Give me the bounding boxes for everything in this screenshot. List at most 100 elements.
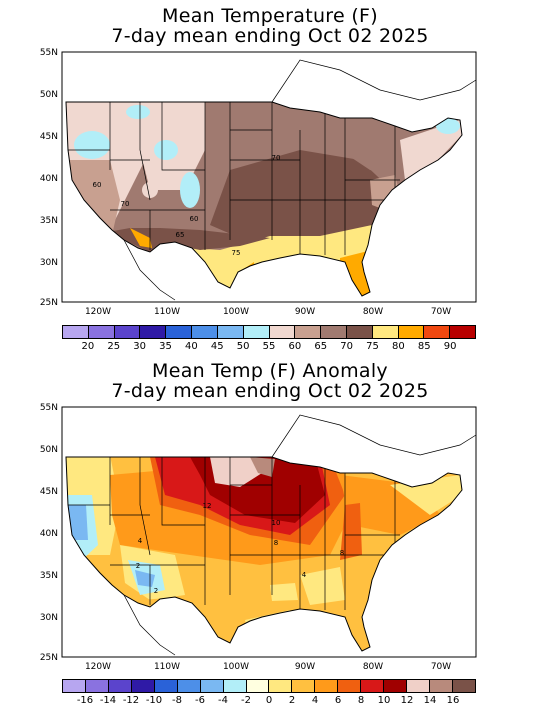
map2-colorbar-swatch [269, 680, 293, 692]
map1-colorbar-swatch [114, 326, 141, 338]
map2-contour-labels: 12 10 8 8 4 2 2 4 [136, 502, 344, 595]
map2-lat-label: 50N [40, 445, 58, 455]
map2-contour-label: 4 [302, 571, 307, 579]
map1-title-line1: Mean Temperature (F) [162, 5, 378, 27]
map2-colorbar-label: 4 [311, 695, 319, 706]
map1-lon-labels: 120W 110W 100W 90W 80W 70W [85, 307, 451, 317]
map2-colorbar [62, 679, 476, 693]
map2-colorbar-swatch [177, 680, 201, 692]
map2-contour-label: 12 [203, 502, 212, 510]
map1-lat-label: 35N [40, 216, 58, 226]
map2-contour-label: 10 [272, 519, 281, 527]
map1-colorbar-swatch [450, 326, 475, 338]
map1-colorbar-label: 30 [133, 341, 146, 352]
map1-lon-label: 70W [431, 307, 451, 317]
map2-us-outline [65, 456, 463, 652]
map1-colorbar-swatch [398, 326, 425, 338]
map2-lon-label: 90W [295, 662, 315, 672]
map2-colorbar-swatch [200, 680, 224, 692]
map2-colorbar-swatch [407, 680, 430, 692]
map1-colorbar-swatch [217, 326, 244, 338]
map1-contour-label: 70 [121, 200, 130, 208]
map1-colorbar-label: 35 [159, 341, 172, 352]
map1-colorbar [62, 325, 476, 339]
map2-colorbar-swatch [361, 680, 385, 692]
map2-colorbar-label: -8 [172, 695, 182, 706]
map2-contour-label: 2 [136, 562, 140, 570]
map2-lat-labels: 55N 50N 45N 40N 35N 30N 25N [40, 403, 58, 663]
map2-colorbar-label: 14 [423, 695, 437, 706]
map2-colorbar-label: 10 [377, 695, 391, 706]
map1-mexico-coast [123, 239, 176, 301]
map1-colorbar-swatch [346, 326, 373, 338]
map2-colorbar-swatch [315, 680, 339, 692]
map1-lon-label: 80W [363, 307, 383, 317]
map2-colorbar-swatch [108, 680, 132, 692]
map2-colorbar-label: 16 [446, 695, 460, 706]
map2-colorbar-label: 12 [400, 695, 414, 706]
map1-us-outline [65, 101, 463, 297]
map1-colorbar-swatch [372, 326, 399, 338]
map1-colorbar-label: 25 [107, 341, 121, 352]
map1-lat-label: 55N [40, 48, 58, 58]
map1-colorbar-swatch [140, 326, 167, 338]
map2-title-line1: Mean Temp (F) Anomaly [152, 360, 388, 382]
map1-canada-coast [271, 59, 477, 103]
map1-colorbar-label: 20 [81, 341, 95, 352]
map1-panel: 55N 50N 45N 40N 35N 30N 25N 120W 110W 10… [40, 48, 477, 317]
map1-lat-label: 40N [40, 174, 58, 184]
map2-colorbar-swatch [131, 680, 155, 692]
map1-lat-label: 45N [40, 132, 58, 142]
map1-colorbar-label: 85 [417, 341, 431, 352]
map2-colorbar-label: 2 [288, 695, 296, 706]
map1-state-borders [66, 102, 400, 255]
map2-lat-label: 25N [40, 653, 58, 663]
map1-colorbar-swatch [166, 326, 193, 338]
map1-lat-labels: 55N 50N 45N 40N 35N 30N 25N [40, 48, 58, 308]
map1-title-line2: 7-day mean ending Oct 02 2025 [111, 25, 429, 47]
map2-colorbar-label: -16 [76, 695, 94, 706]
map2-colorbar-swatch [292, 680, 316, 692]
map1-lat-label: 30N [40, 258, 58, 268]
map1-lon-label: 120W [85, 307, 111, 317]
map2-colorbar-swatch [154, 680, 178, 692]
map2-colorbar-label: -4 [218, 695, 228, 706]
map1-colorbar-label: 50 [236, 341, 250, 352]
map1-colorbar-label: 65 [314, 341, 328, 352]
map1-colorbar-labels: 20 25 30 35 40 45 50 55 60 65 70 75 80 85 90 [62, 341, 476, 353]
map1-colorbar-label: 60 [288, 341, 302, 352]
map2-contour-label: 8 [274, 539, 278, 547]
map2-colorbar-swatch [384, 680, 408, 692]
map1-lat-label: 50N [40, 90, 58, 100]
map2-lat-label: 35N [40, 571, 58, 581]
map2-colorbar-label: -12 [122, 695, 140, 706]
map2-contour-label: 2 [154, 587, 158, 595]
map1-contour-labels: 70 60 70 60 65 75 [93, 154, 281, 257]
map1-contour-label: 60 [190, 215, 199, 223]
map2-lon-label: 100W [223, 662, 249, 672]
map1-colorbar-label: 70 [340, 341, 353, 352]
map1-lon-label: 90W [295, 307, 315, 317]
map2-lon-label: 70W [431, 662, 451, 672]
map1-colorbar-swatch [63, 326, 89, 338]
map1-lon-label: 100W [223, 307, 249, 317]
map2-panel: 55N 50N 45N 40N 35N 30N 25N 120W 110W 10… [40, 403, 477, 672]
map2-colorbar-swatch [223, 680, 247, 692]
map1-colorbar-label: 40 [185, 341, 198, 352]
map2-colorbar-label: 6 [334, 695, 342, 706]
map2-lon-label: 80W [363, 662, 383, 672]
map2-lon-labels: 120W 110W 100W 90W 80W 70W [85, 662, 451, 672]
map1-colorbar-label: 80 [392, 341, 405, 352]
map1-colorbar-swatch [424, 326, 451, 338]
map2-contour-label: 8 [340, 549, 344, 557]
map2-lon-label: 120W [85, 662, 111, 672]
map1-colorbar-swatch [269, 326, 296, 338]
map2-colorbar-swatch [246, 680, 270, 692]
map2-state-borders [66, 457, 400, 610]
map2-colorbar-label: -14 [99, 695, 117, 706]
map2-colorbar-labels: -16 -14 -12 -10 -8 -6 -4 -2 0 2 4 6 8 10 12 14 16 [62, 695, 476, 707]
map2-lat-label: 45N [40, 487, 58, 497]
map2-canada-coast [271, 414, 477, 458]
map1-contour-label: 60 [93, 181, 102, 189]
map1-colorbar-label: 75 [366, 341, 379, 352]
